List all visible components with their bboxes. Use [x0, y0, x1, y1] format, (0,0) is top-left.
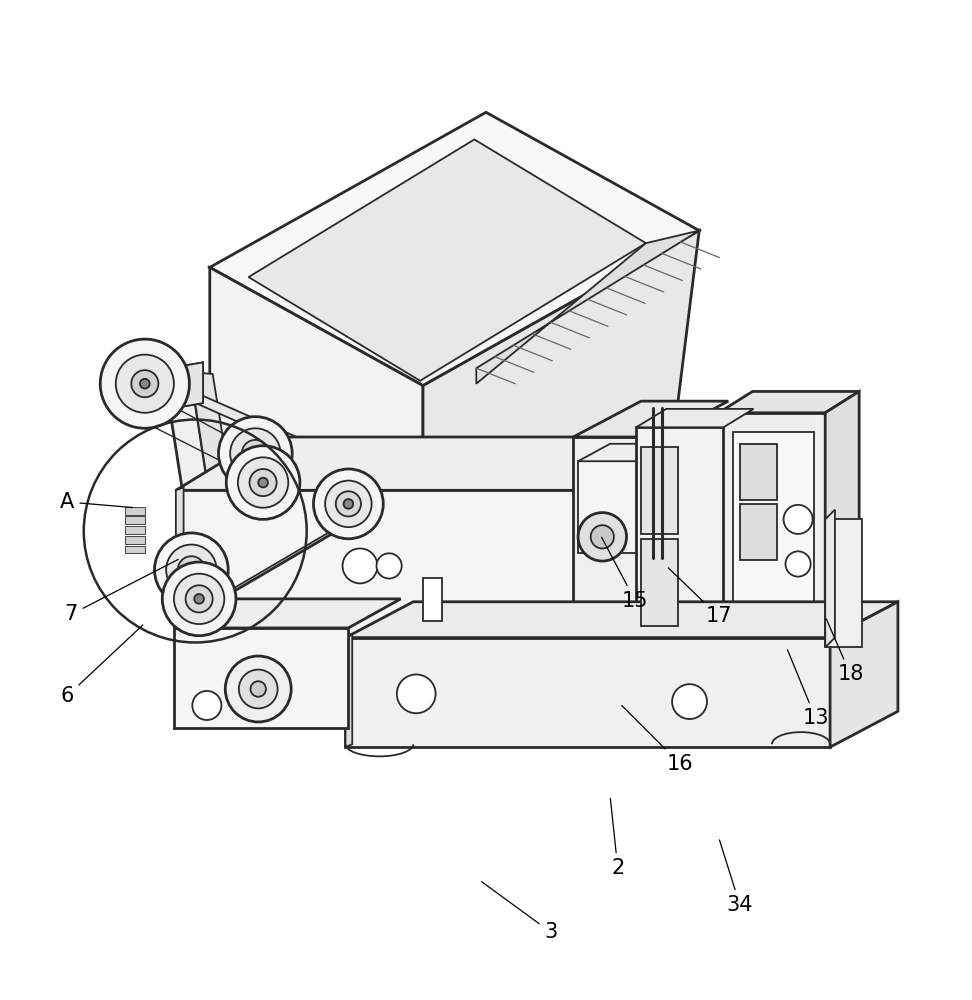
Polygon shape — [642, 447, 677, 534]
Polygon shape — [476, 231, 699, 384]
Circle shape — [239, 670, 278, 708]
Polygon shape — [345, 635, 352, 747]
Circle shape — [783, 505, 813, 534]
Polygon shape — [740, 504, 777, 560]
Polygon shape — [210, 112, 699, 386]
Polygon shape — [210, 267, 423, 618]
Circle shape — [397, 674, 435, 713]
Polygon shape — [718, 391, 859, 413]
Polygon shape — [174, 599, 400, 628]
Circle shape — [116, 355, 174, 413]
Polygon shape — [825, 391, 859, 657]
Text: 34: 34 — [719, 840, 753, 915]
Circle shape — [131, 370, 158, 397]
Text: 3: 3 — [481, 882, 558, 942]
Polygon shape — [825, 510, 835, 647]
Polygon shape — [588, 524, 620, 550]
Polygon shape — [637, 409, 753, 427]
Circle shape — [335, 491, 361, 516]
Circle shape — [343, 499, 353, 509]
Polygon shape — [825, 519, 862, 647]
Circle shape — [259, 478, 268, 487]
Text: 17: 17 — [669, 568, 732, 626]
Polygon shape — [125, 526, 145, 534]
Circle shape — [242, 440, 269, 467]
Circle shape — [219, 417, 293, 490]
Polygon shape — [191, 372, 261, 680]
Polygon shape — [249, 139, 646, 381]
Circle shape — [578, 513, 627, 561]
Circle shape — [140, 379, 150, 389]
Circle shape — [342, 548, 377, 583]
Text: 15: 15 — [602, 537, 648, 611]
Polygon shape — [578, 461, 642, 553]
Circle shape — [226, 656, 292, 722]
Circle shape — [251, 681, 266, 697]
Polygon shape — [423, 231, 699, 737]
Polygon shape — [181, 362, 203, 407]
Circle shape — [250, 469, 277, 496]
Circle shape — [100, 339, 190, 428]
Text: 13: 13 — [787, 650, 829, 728]
Circle shape — [238, 457, 289, 508]
Text: 16: 16 — [622, 705, 693, 774]
Polygon shape — [125, 536, 145, 544]
Circle shape — [785, 551, 811, 577]
Polygon shape — [733, 432, 814, 647]
Polygon shape — [125, 507, 145, 515]
Circle shape — [230, 428, 281, 479]
Polygon shape — [176, 487, 184, 636]
Circle shape — [251, 449, 260, 458]
Polygon shape — [642, 539, 677, 626]
Circle shape — [192, 691, 222, 720]
Circle shape — [187, 565, 196, 575]
Text: 18: 18 — [826, 619, 863, 684]
Polygon shape — [578, 444, 672, 461]
Text: 7: 7 — [64, 559, 178, 624]
Polygon shape — [830, 602, 898, 747]
Polygon shape — [176, 437, 747, 490]
Polygon shape — [345, 602, 898, 638]
Circle shape — [166, 545, 217, 595]
Polygon shape — [229, 442, 382, 508]
Polygon shape — [573, 401, 728, 437]
Circle shape — [376, 553, 401, 579]
Circle shape — [314, 469, 383, 539]
Polygon shape — [718, 413, 825, 657]
Polygon shape — [423, 578, 442, 621]
Text: A: A — [60, 492, 132, 512]
Circle shape — [591, 525, 614, 548]
Polygon shape — [189, 390, 348, 471]
Polygon shape — [125, 546, 145, 553]
Circle shape — [186, 585, 213, 612]
Circle shape — [325, 481, 371, 527]
Polygon shape — [740, 444, 777, 500]
Text: 2: 2 — [610, 798, 624, 878]
Polygon shape — [176, 490, 660, 636]
Text: 6: 6 — [60, 625, 143, 706]
Circle shape — [672, 684, 707, 719]
Polygon shape — [573, 437, 660, 636]
Polygon shape — [125, 516, 145, 524]
Polygon shape — [345, 638, 830, 747]
Polygon shape — [637, 427, 723, 641]
Circle shape — [226, 446, 300, 519]
Circle shape — [162, 562, 236, 636]
Circle shape — [194, 594, 204, 604]
Circle shape — [174, 574, 225, 624]
Polygon shape — [174, 628, 348, 728]
Circle shape — [178, 556, 205, 583]
Circle shape — [155, 533, 228, 607]
Polygon shape — [164, 372, 238, 684]
